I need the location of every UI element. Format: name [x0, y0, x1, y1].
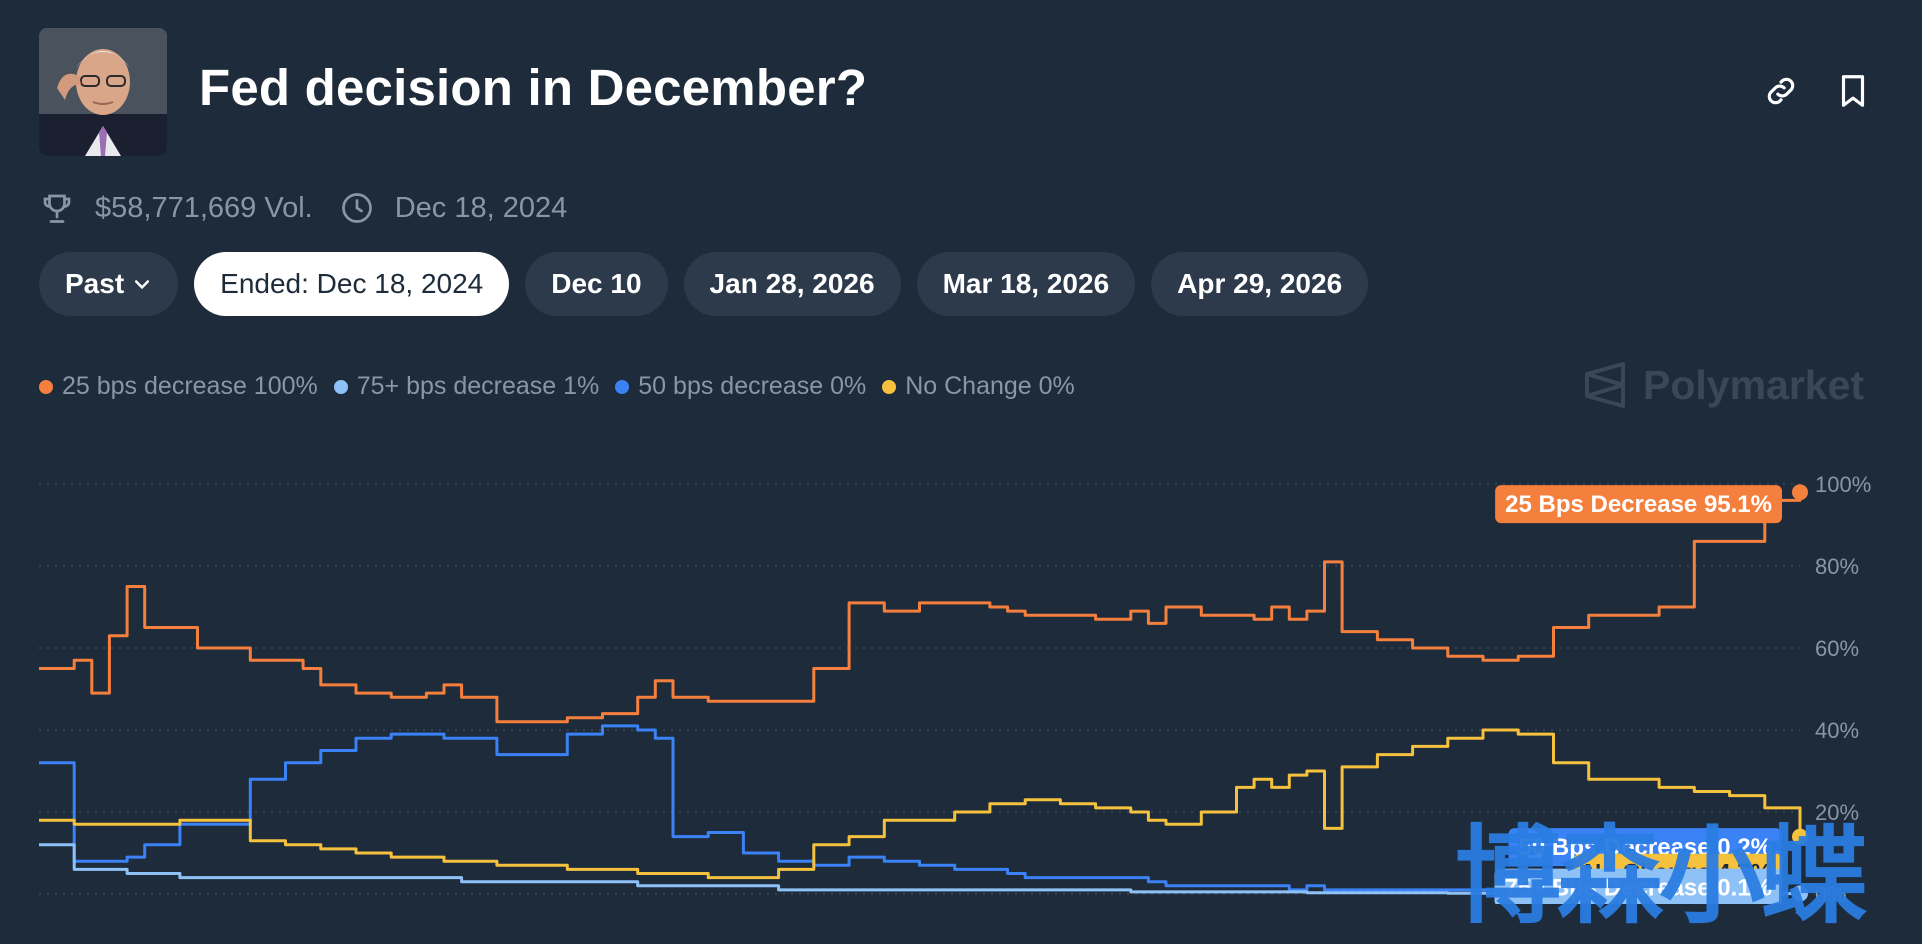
series-line[interactable] — [39, 728, 1802, 880]
past-dropdown[interactable]: Past — [39, 252, 179, 316]
probability-chart[interactable]: 100%80%60%40%20%0%25 Bps Decrease 95.1%5… — [0, 430, 1922, 904]
series-line[interactable] — [39, 492, 1802, 724]
legend-item-75bps[interactable]: 75+ bps decrease 1% — [333, 372, 600, 401]
legend-item-25bps[interactable]: 25 bps decrease 100% — [39, 372, 318, 401]
chevron-down-icon — [135, 280, 150, 290]
series-end-label-bg — [1495, 485, 1782, 524]
legend-dot — [615, 379, 630, 394]
pill-label: Ended: Dec 18, 2024 — [220, 268, 484, 299]
trophy-icon — [43, 194, 71, 223]
y-tick-label: 80% — [1815, 554, 1859, 579]
series-end-label-bg — [1494, 868, 1782, 904]
chart-legend: 25 bps decrease 100% 75+ bps decrease 1%… — [39, 372, 1091, 401]
series-line[interactable] — [39, 843, 1800, 896]
series-end-dot — [1792, 828, 1808, 845]
market-avatar — [39, 28, 167, 156]
pill-apr-29-2026[interactable]: Apr 29, 2026 — [1151, 252, 1369, 316]
volume-text: $58,771,669 Vol. — [95, 191, 313, 224]
pill-ended-dec-18[interactable]: Ended: Dec 18, 2024 — [194, 252, 510, 316]
legend-dot — [333, 379, 348, 394]
legend-label: 50 bps decrease 0% — [638, 372, 867, 400]
bookmark-icon[interactable] — [1834, 72, 1872, 110]
y-tick-label: 60% — [1815, 636, 1859, 661]
past-label: Past — [65, 268, 125, 299]
series-end-label: 25 Bps Decrease 95.1% — [1495, 485, 1782, 524]
y-tick-label: 40% — [1815, 718, 1859, 743]
y-tick-label: 20% — [1815, 800, 1859, 825]
legend-item-50bps[interactable]: 50 bps decrease 0% — [615, 372, 866, 401]
market-meta: $58,771,669 Vol. Dec 18, 2024 — [39, 186, 567, 230]
legend-item-no-change[interactable]: No Change 0% — [882, 372, 1075, 401]
brand-text: Polymarket — [1643, 361, 1865, 408]
date-filter-bar: Past Ended: Dec 18, 2024 Dec 10 Jan 28, … — [39, 252, 1384, 316]
series-end-label: 75+ Bps Decrease 0.1% — [1494, 868, 1782, 904]
legend-label: 75+ bps decrease 1% — [356, 372, 600, 400]
polymarket-logo-icon — [1585, 362, 1625, 408]
pill-label: Mar 18, 2026 — [942, 268, 1110, 299]
legend-label: No Change 0% — [905, 372, 1075, 400]
polymarket-brand: Polymarket — [1583, 360, 1864, 410]
pill-label: Jan 28, 2026 — [709, 268, 875, 299]
y-tick-label: 0% — [1815, 882, 1847, 904]
pill-dec-10[interactable]: Dec 10 — [525, 252, 668, 316]
link-icon[interactable] — [1762, 72, 1800, 110]
pill-label: Apr 29, 2026 — [1177, 268, 1343, 299]
pill-mar-18-2026[interactable]: Mar 18, 2026 — [916, 252, 1136, 316]
series-end-label-text: 75+ Bps Decrease 0.1% — [1504, 875, 1772, 902]
legend-dot — [39, 379, 53, 394]
legend-dot — [882, 379, 897, 394]
pill-label: Dec 10 — [551, 268, 642, 299]
end-date-text: Dec 18, 2024 — [394, 191, 568, 224]
series-line[interactable] — [39, 724, 1800, 895]
legend-label: 25 bps decrease 100% — [62, 372, 318, 400]
series-end-dot — [1792, 885, 1808, 902]
y-tick-label: 100% — [1815, 472, 1871, 497]
series-end-dot — [1792, 484, 1808, 501]
clock-icon — [341, 193, 372, 223]
pill-jan-28-2026[interactable]: Jan 28, 2026 — [683, 252, 901, 316]
series-end-label-text: 25 Bps Decrease 95.1% — [1505, 491, 1772, 518]
page-title: Fed decision in December? — [199, 59, 868, 116]
